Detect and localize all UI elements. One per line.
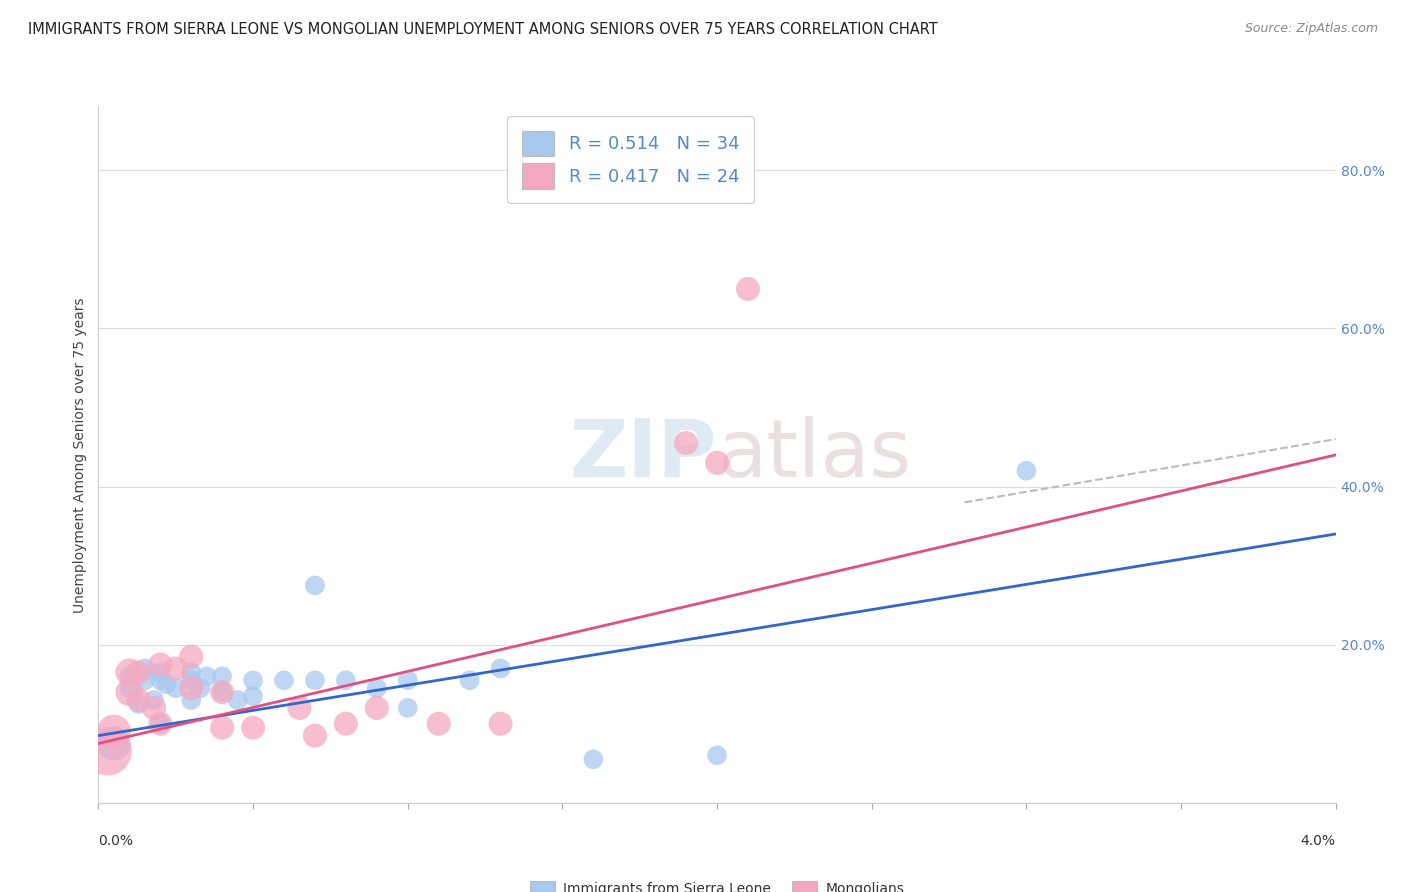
- Point: [118, 685, 141, 699]
- Text: Source: ZipAtlas.com: Source: ZipAtlas.com: [1244, 22, 1378, 36]
- Point: [366, 701, 388, 715]
- Point: [211, 721, 233, 735]
- Point: [134, 661, 156, 675]
- Point: [489, 716, 512, 731]
- Point: [226, 693, 249, 707]
- Point: [128, 693, 150, 707]
- Point: [128, 665, 150, 680]
- Point: [288, 701, 311, 715]
- Point: [737, 282, 759, 296]
- Point: [242, 721, 264, 735]
- Point: [180, 673, 202, 688]
- Point: [211, 685, 233, 699]
- Point: [304, 729, 326, 743]
- Point: [118, 669, 141, 683]
- Point: [273, 673, 295, 688]
- Point: [149, 673, 172, 688]
- Point: [103, 724, 125, 739]
- Point: [366, 681, 388, 695]
- Point: [304, 673, 326, 688]
- Text: 4.0%: 4.0%: [1301, 834, 1336, 848]
- Point: [195, 669, 218, 683]
- Text: 0.0%: 0.0%: [98, 834, 134, 848]
- Point: [458, 673, 481, 688]
- Point: [155, 677, 177, 691]
- Point: [143, 701, 166, 715]
- Point: [180, 649, 202, 664]
- Point: [149, 716, 172, 731]
- Text: atlas: atlas: [717, 416, 911, 494]
- Point: [97, 744, 120, 758]
- Point: [180, 665, 202, 680]
- Point: [211, 685, 233, 699]
- Point: [103, 737, 125, 751]
- Point: [706, 456, 728, 470]
- Point: [118, 665, 141, 680]
- Point: [118, 681, 141, 695]
- Point: [335, 673, 357, 688]
- Point: [134, 673, 156, 688]
- Point: [165, 681, 187, 695]
- Point: [242, 673, 264, 688]
- Y-axis label: Unemployment Among Seniors over 75 years: Unemployment Among Seniors over 75 years: [73, 297, 87, 613]
- Point: [1015, 464, 1038, 478]
- Point: [190, 681, 212, 695]
- Point: [675, 436, 697, 450]
- Point: [128, 697, 150, 711]
- Text: ZIP: ZIP: [569, 416, 717, 494]
- Point: [149, 657, 172, 672]
- Point: [396, 673, 419, 688]
- Point: [706, 748, 728, 763]
- Point: [165, 661, 187, 675]
- Point: [335, 716, 357, 731]
- Point: [143, 693, 166, 707]
- Point: [396, 701, 419, 715]
- Point: [304, 578, 326, 592]
- Point: [489, 661, 512, 675]
- Text: IMMIGRANTS FROM SIERRA LEONE VS MONGOLIAN UNEMPLOYMENT AMONG SENIORS OVER 75 YEA: IMMIGRANTS FROM SIERRA LEONE VS MONGOLIA…: [28, 22, 938, 37]
- Point: [582, 752, 605, 766]
- Point: [211, 669, 233, 683]
- Point: [242, 689, 264, 703]
- Point: [427, 716, 450, 731]
- Point: [180, 681, 202, 695]
- Point: [180, 693, 202, 707]
- Legend: Immigrants from Sierra Leone, Mongolians: Immigrants from Sierra Leone, Mongolians: [523, 874, 911, 892]
- Point: [149, 716, 172, 731]
- Point: [149, 665, 172, 680]
